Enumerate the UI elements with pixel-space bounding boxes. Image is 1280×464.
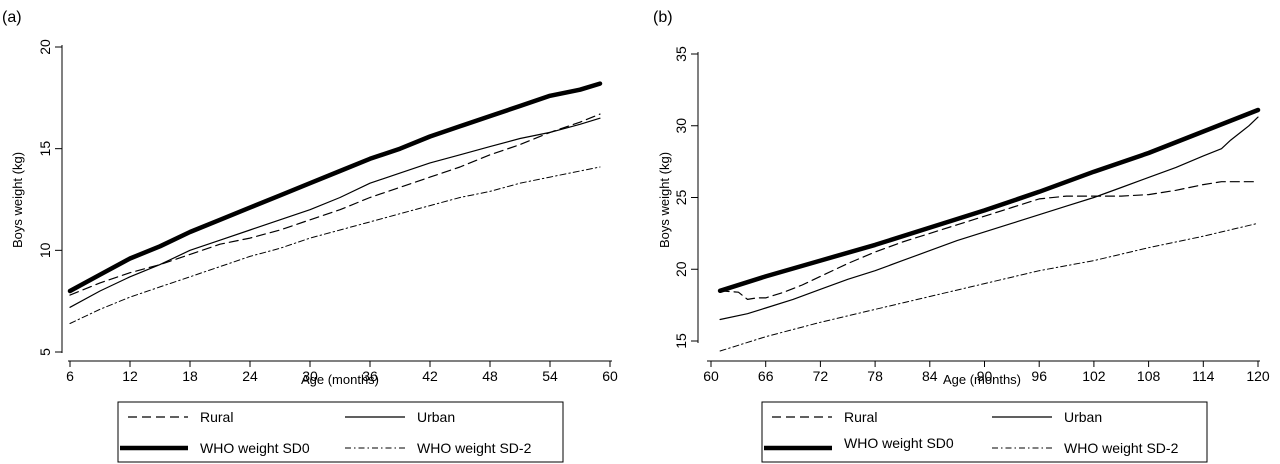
panel-b-legend-label-rural: Rural (844, 409, 877, 425)
panel-b-legend-box (761, 401, 1208, 463)
x-tick-label: 42 (422, 368, 438, 384)
x-tick-label: 102 (1082, 368, 1106, 384)
series-line-dashed (719, 181, 1259, 300)
panel-a-y-ticks: 5 10 15 20 (37, 39, 62, 356)
panel-a-legend: Rural Urban WHO weight SD0 WHO weight SD… (117, 401, 564, 463)
panel-label-a: (a) (2, 9, 22, 26)
x-tick-label: 6 (66, 368, 74, 384)
series-line-dashed (69, 113, 601, 296)
panel-b-x-axis-title: Age (months) (943, 372, 1021, 387)
series-line-dashdot (69, 166, 601, 324)
x-tick-label: 18 (182, 368, 198, 384)
series-line-thick (717, 107, 1261, 294)
x-tick-label: 36 (362, 368, 378, 384)
x-tick-label: 120 (1246, 368, 1270, 384)
series-line-dashdot (719, 222, 1259, 352)
panel-label-b: (b) (653, 9, 673, 26)
y-tick-label: 30 (673, 118, 689, 134)
panel-b-x-ticks: 60 66 72 78 84 90 96 102 108 114 120 (703, 361, 1270, 384)
panel-a-x-ticks: 6 12 18 24 30 36 42 48 54 60 (66, 361, 618, 384)
series-line-solid (719, 116, 1259, 321)
x-tick-label: 60 (703, 368, 719, 384)
x-tick-label: 54 (542, 368, 558, 384)
x-tick-label: 60 (602, 368, 618, 384)
panel-b-y-ticks: 15 20 25 30 35 (673, 46, 698, 349)
x-tick-label: 108 (1137, 368, 1161, 384)
panel-a-legend-box (117, 401, 564, 463)
panel-b-legend-label-sd0: WHO weight SD0 (844, 435, 954, 451)
x-tick-label: 48 (482, 368, 498, 384)
panel-a-plot: 5 10 15 20 6 12 18 24 30 36 42 48 54 60 Age (months)… (10, 39, 618, 387)
panel-b-legend: Rural Urban WHO weight SD0 WHO weight SD… (761, 401, 1208, 463)
series-line-thick (67, 81, 603, 294)
y-tick-label: 15 (37, 141, 53, 157)
panel-b-y-axis-title: Boys weight (kg) (657, 152, 672, 248)
series-line-solid (69, 117, 601, 308)
panel-a-x-axis-title: Age (months) (301, 372, 379, 387)
panel-b-plot: 15 20 25 30 35 60 66 72 78 84 90 96 102 108 114 120 Ag… (657, 46, 1270, 387)
panel-a-legend-label-rural: Rural (200, 409, 233, 425)
x-tick-label: 72 (813, 368, 829, 384)
y-tick-label: 35 (673, 46, 689, 62)
x-tick-label: 12 (122, 368, 138, 384)
panel-a-y-axis-title: Boys weight (kg) (10, 152, 25, 248)
y-tick-label: 5 (37, 348, 53, 356)
panel-a-series (67, 81, 603, 324)
x-tick-label: 66 (758, 368, 774, 384)
y-tick-label: 15 (673, 333, 689, 349)
y-tick-label: 25 (673, 190, 689, 206)
x-tick-label: 114 (1192, 368, 1215, 384)
panel-b-legend-label-urban: Urban (1064, 409, 1102, 425)
panel-a-legend-label-sd0: WHO weight SD0 (200, 440, 310, 456)
y-tick-label: 20 (673, 261, 689, 277)
panel-b-series (717, 107, 1261, 352)
panel-a-legend-label-sd2: WHO weight SD-2 (417, 440, 532, 456)
y-tick-label: 10 (37, 242, 53, 258)
x-tick-label: 90 (977, 368, 993, 384)
x-tick-label: 78 (867, 368, 883, 384)
x-tick-label: 24 (242, 368, 258, 384)
x-tick-label: 84 (922, 368, 938, 384)
y-tick-label: 20 (37, 39, 53, 55)
x-tick-label: 30 (302, 368, 318, 384)
panel-a-legend-label-urban: Urban (417, 409, 455, 425)
panel-b-legend-label-sd2: WHO weight SD-2 (1064, 440, 1179, 456)
x-tick-label: 96 (1031, 368, 1047, 384)
